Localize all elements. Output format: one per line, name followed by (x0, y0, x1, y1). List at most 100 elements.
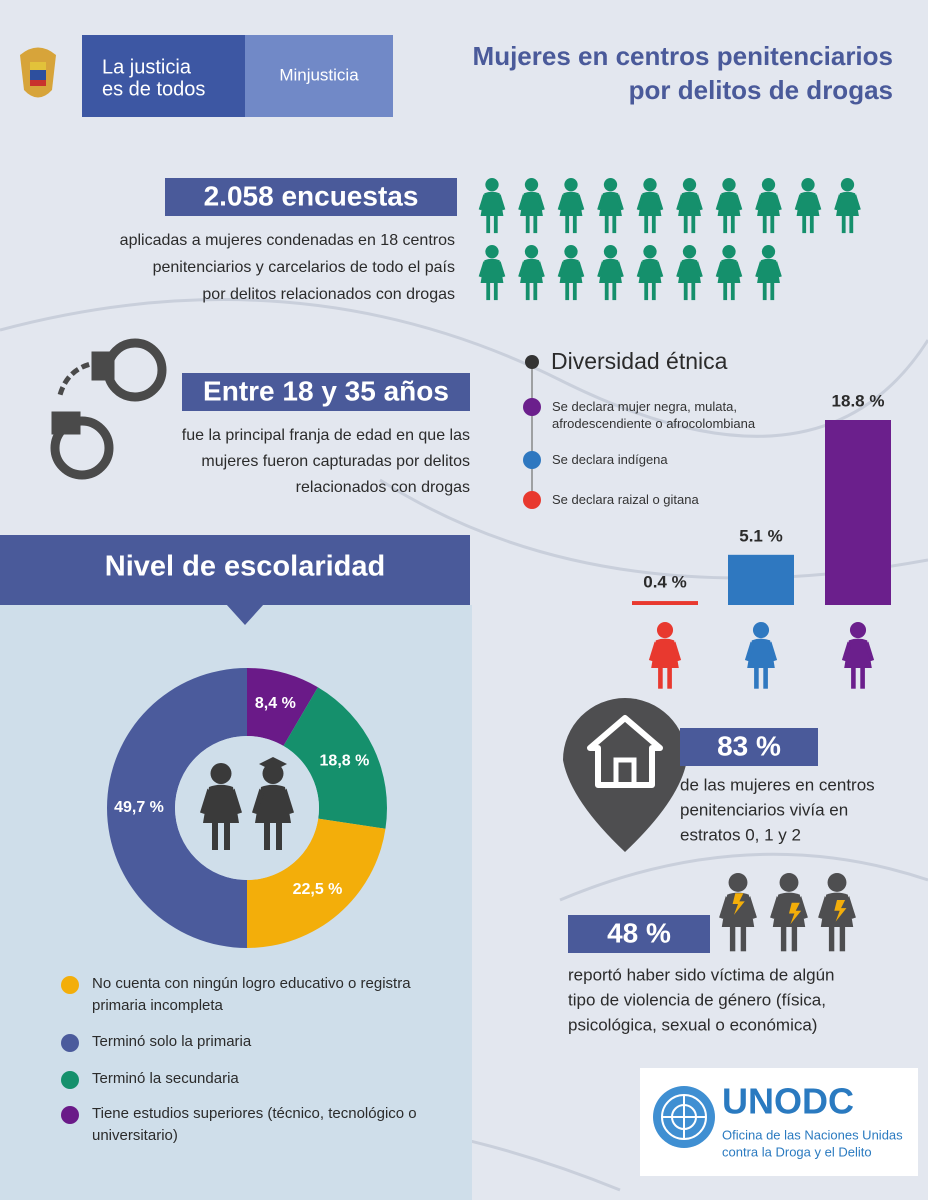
arm (864, 641, 875, 662)
body (599, 258, 622, 283)
body (678, 258, 701, 283)
org-name: UNODC (722, 1081, 854, 1122)
head (722, 245, 736, 259)
woman-icon (818, 873, 856, 952)
body (203, 784, 239, 823)
head (643, 178, 657, 192)
house-pin-icon (563, 698, 687, 852)
arm (252, 788, 264, 814)
donut-chart: 8,4 % 18,8 % 22,5 % 49,7 % No cuenta con nin… (61, 668, 417, 1144)
leg (828, 927, 835, 952)
value-label: 0.4 % (643, 573, 686, 592)
arm (845, 895, 856, 919)
body (717, 258, 741, 283)
arm (853, 194, 861, 211)
value-label: 5.1 % (739, 526, 782, 545)
legend-label: Se declara mujer negra, mulata, afrodesc… (552, 399, 756, 431)
head (849, 622, 867, 639)
body (747, 638, 775, 668)
body (678, 191, 701, 216)
head (779, 873, 799, 892)
text-line: aplicadas a mujeres condenadas en 18 cen… (120, 232, 455, 249)
body (480, 191, 504, 216)
chart-title: Diversidad étnica (551, 348, 728, 374)
text-line: mujeres fueron capturadas por delitos (201, 453, 470, 470)
arm (671, 641, 682, 662)
arm (695, 194, 703, 211)
head (656, 622, 674, 639)
head (643, 245, 657, 259)
legend-entry: Tiene estudios superiores (técnico, tecn… (92, 1105, 417, 1144)
head (682, 245, 697, 259)
arm (715, 194, 724, 211)
headline-box (680, 728, 818, 766)
leg (762, 283, 767, 301)
text-line: por delitos relacionados con drogas (202, 286, 455, 303)
arm (648, 641, 659, 662)
arm (537, 194, 545, 211)
head (801, 178, 815, 192)
body (638, 258, 662, 283)
arm (676, 261, 684, 278)
arm (841, 641, 852, 662)
head (210, 763, 232, 784)
headline: 48 % (607, 917, 671, 948)
headline-box (165, 178, 457, 216)
leg (839, 927, 846, 952)
leg (791, 927, 798, 952)
leg (212, 823, 218, 850)
donut-slice (107, 668, 247, 948)
text-line: tipo de violencia de género (física, (568, 990, 826, 1009)
woman-icon (478, 245, 506, 301)
head (524, 245, 539, 259)
leg (612, 283, 617, 301)
leg (770, 283, 775, 301)
leg (651, 216, 656, 234)
text-line: reportó haber sido víctima de algún (568, 965, 835, 984)
leg (740, 927, 747, 952)
arm (834, 194, 842, 211)
leg (486, 216, 491, 234)
legend-dot (61, 1071, 79, 1089)
woman-icon (770, 873, 808, 952)
leg (683, 283, 688, 301)
woman-icon (478, 178, 506, 234)
leg (565, 283, 570, 301)
donut-slice (283, 687, 387, 829)
chart-title: Nivel de escolaridad (105, 551, 385, 583)
arm (557, 261, 566, 278)
leg (809, 216, 814, 234)
woman-icon (597, 178, 624, 234)
panel-pointer (226, 604, 264, 625)
body (796, 191, 820, 216)
leg (572, 283, 577, 301)
legend-label: Tiene estudios superiores (técnico, tecn… (92, 1105, 417, 1144)
bolt (789, 902, 802, 925)
leg (604, 283, 609, 301)
legend-label: Terminó la secundaria (92, 1070, 239, 1087)
leg (730, 283, 735, 301)
leg (651, 283, 656, 301)
body (757, 191, 780, 216)
arm (744, 641, 755, 662)
woman-icon (648, 622, 682, 689)
leg (486, 283, 491, 301)
text-line: estratos 0, 1 y 2 (680, 825, 801, 844)
org-line: Oficina de las Naciones Unidas (722, 1127, 903, 1142)
leg (691, 216, 696, 234)
arm (676, 194, 684, 211)
leg (604, 216, 609, 234)
woman-icon (518, 178, 545, 234)
brand-line: es de todos (102, 78, 205, 100)
leg (802, 216, 807, 234)
leg (644, 216, 649, 234)
legend-entry: Terminó la secundaria (92, 1070, 239, 1087)
ministry-box (245, 35, 393, 117)
legend-dot (523, 451, 541, 469)
value-label: 18,8 % (320, 753, 370, 770)
arm (576, 261, 585, 278)
leg (525, 216, 530, 234)
legend-dot (61, 1106, 79, 1124)
woman-icon (715, 245, 743, 301)
